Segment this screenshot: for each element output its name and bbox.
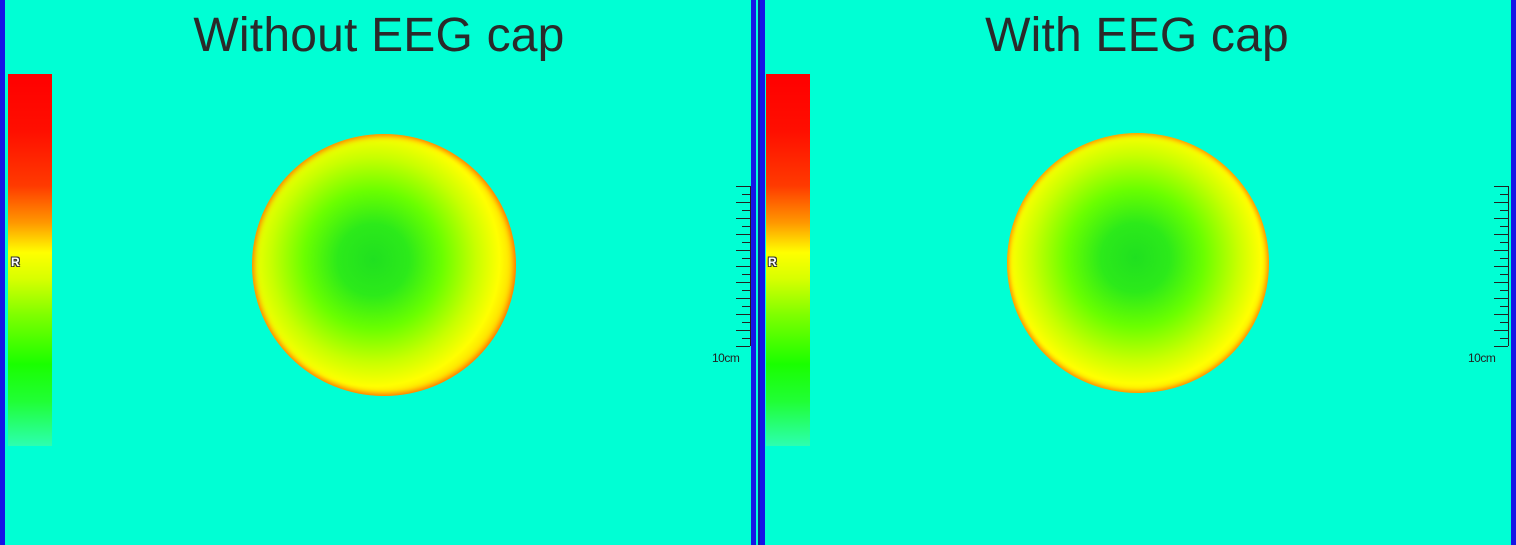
colorbar-label: R: [768, 255, 777, 269]
scale-tick: [1494, 298, 1508, 299]
scale-tick: [736, 282, 750, 283]
scale-tick: [1494, 234, 1508, 235]
colorbar-label: R: [11, 255, 20, 269]
scale-tick: [736, 250, 750, 251]
panel-left-border-inner: [760, 0, 765, 545]
scale-tick: [1494, 186, 1508, 187]
phantom-field-map: [252, 134, 516, 396]
panel-right-border: [751, 0, 756, 545]
panel-right-border: [1511, 0, 1516, 545]
scale-tick: [1494, 282, 1508, 283]
scale-tick: [736, 298, 750, 299]
scale-tick: [1500, 194, 1508, 195]
scale-tick: [1494, 314, 1508, 315]
panel-title: With EEG cap: [985, 9, 1289, 62]
scale-tick: [1500, 322, 1508, 323]
scale-tick: [742, 258, 750, 259]
scale-tick: [1494, 218, 1508, 219]
phantom-field-map: [1007, 133, 1269, 393]
scale-tick: [736, 202, 750, 203]
scale-tick: [742, 242, 750, 243]
scale-label: 10cm: [712, 351, 740, 365]
scale-tick: [742, 274, 750, 275]
scale-tick: [1500, 274, 1508, 275]
scale-tick: [736, 234, 750, 235]
panel-without-eeg-cap: Without EEG cap R 10cm: [0, 0, 758, 545]
scale-tick: [1494, 346, 1508, 347]
scale-tick: [1494, 330, 1508, 331]
scale-tick: [736, 186, 750, 187]
scale-tick: [736, 330, 750, 331]
scale-tick: [1500, 242, 1508, 243]
scale-tick: [736, 346, 750, 347]
colorbar: [8, 74, 52, 446]
scale-tick: [1494, 250, 1508, 251]
scale-tick: [736, 218, 750, 219]
scale-tick: [742, 194, 750, 195]
scale-tick: [1500, 226, 1508, 227]
scale-label: 10cm: [1468, 351, 1496, 365]
scale-tick: [736, 266, 750, 267]
colorbar: [766, 74, 810, 446]
scale-tick: [742, 322, 750, 323]
scale-tick: [1500, 306, 1508, 307]
panel-left-border: [0, 0, 5, 545]
scale-tick: [742, 226, 750, 227]
distance-scale-bar: [736, 186, 751, 347]
panel-left-border: [758, 0, 760, 545]
scale-tick: [742, 290, 750, 291]
panel-title: Without EEG cap: [193, 9, 565, 62]
distance-scale-bar: [1494, 186, 1509, 347]
scale-tick: [1500, 258, 1508, 259]
scale-tick: [1500, 338, 1508, 339]
scale-tick: [742, 210, 750, 211]
scale-tick: [742, 338, 750, 339]
scale-tick: [1494, 266, 1508, 267]
scale-tick: [742, 306, 750, 307]
scale-tick: [1500, 210, 1508, 211]
scale-tick: [1494, 202, 1508, 203]
scale-tick: [1500, 290, 1508, 291]
scale-tick: [736, 314, 750, 315]
